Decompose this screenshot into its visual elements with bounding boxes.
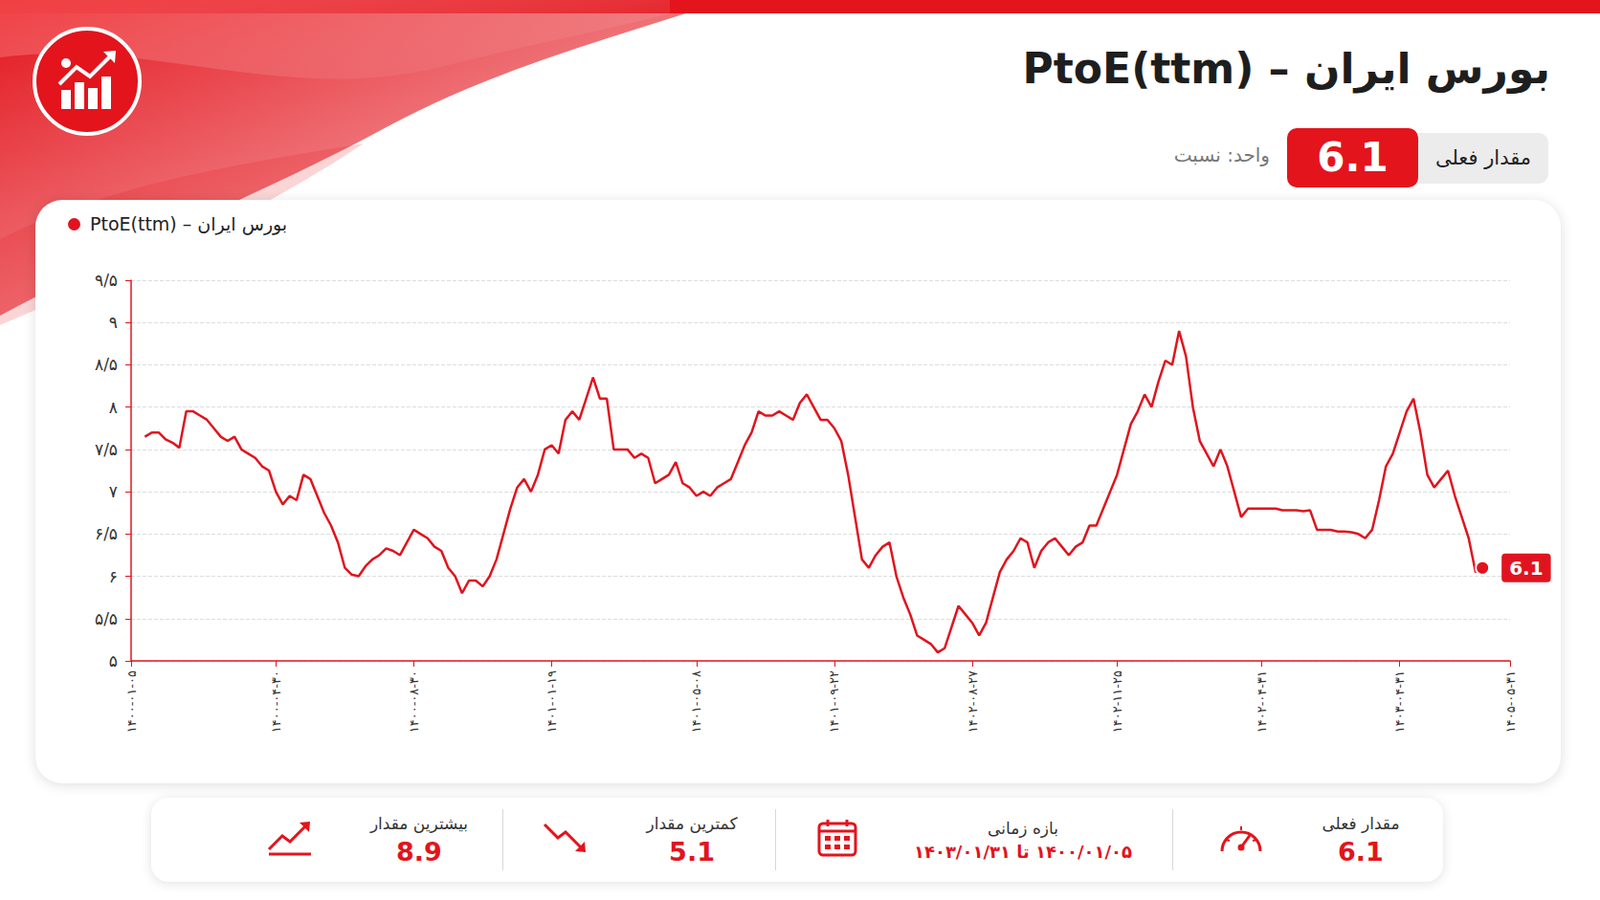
html-text:مقدار فعلی: مقدار فعلی — [1322, 813, 1400, 834]
html-text:8.9: 8.9 — [396, 836, 443, 867]
svg-text:۱۴۰۲-۰۸-۲۷: ۱۴۰۲-۰۸-۲۷ — [965, 670, 980, 734]
html-text:بازه زمانی: بازه زمانی — [987, 818, 1059, 838]
svg-text:6.1: 6.1 — [1509, 556, 1543, 580]
html-text:بیشترین مقدار: بیشترین مقدار — [370, 813, 469, 834]
svg-text:۵: ۵ — [109, 651, 118, 671]
html-text:6.1: 6.1 — [1337, 836, 1384, 867]
svg-text:۱۴۰۱-۰۱-۱۹: ۱۴۰۱-۰۱-۱۹ — [544, 670, 559, 734]
svg-text:۱۴۰۵-۰۵-۳۱: ۱۴۰۵-۰۵-۳۱ — [1503, 670, 1518, 734]
svg-text:۱۴۰۰-۰۸-۳۰: ۱۴۰۰-۰۸-۳۰ — [406, 670, 422, 734]
html-text:بورس ایران – PtoE(ttm): بورس ایران – PtoE(ttm) — [89, 213, 288, 235]
svg-text:۵/۵: ۵/۵ — [94, 609, 118, 629]
svg-text:۹/۵: ۹/۵ — [94, 270, 118, 290]
svg-text:۶/۵: ۶/۵ — [94, 524, 118, 544]
svg-text:۱۴۰۳-۰۴-۳۱: ۱۴۰۳-۰۴-۳۱ — [1392, 670, 1407, 734]
svg-text:۶: ۶ — [109, 567, 118, 587]
svg-text:۱۴۰۰-۰۴-۳۰: ۱۴۰۰-۰۴-۳۰ — [268, 670, 284, 734]
html-text:بورس ایران – PtoE(ttm): بورس ایران – PtoE(ttm) — [1022, 44, 1551, 93]
html-text:واحد: نسبت: واحد: نسبت — [1173, 143, 1270, 167]
svg-text:۷: ۷ — [109, 482, 118, 502]
svg-text:۸/۵: ۸/۵ — [94, 355, 118, 375]
svg-text:۱۴۰۱-۰۵-۰۸: ۱۴۰۱-۰۵-۰۸ — [688, 670, 704, 734]
svg-text:۷/۵: ۷/۵ — [94, 440, 118, 460]
html-text:مقدار فعلی: مقدار فعلی — [1435, 146, 1532, 170]
svg-text:۱۴۰۲-۰۴-۳۱: ۱۴۰۲-۰۴-۳۱ — [1254, 670, 1269, 734]
html-text:6.1: 6.1 — [1317, 133, 1389, 181]
svg-text:۱۴۰۱-۰۹-۲۲: ۱۴۰۱-۰۹-۲۲ — [826, 670, 842, 734]
svg-text:۱۴۰۲-۱۱-۲۵: ۱۴۰۲-۱۱-۲۵ — [1110, 670, 1125, 734]
html-text:۱۴۰۰/۰۱/۰۵ تا ۱۴۰۳/۰۱/۳۱: ۱۴۰۰/۰۱/۰۵ تا ۱۴۰۳/۰۱/۳۱ — [913, 841, 1133, 862]
svg-text:۱۴۰۰-۰۱-۰۵: ۱۴۰۰-۰۱-۰۵ — [124, 670, 139, 734]
html-text:کمترین مقدار: کمترین مقدار — [646, 813, 738, 834]
html-text:5.1: 5.1 — [668, 836, 715, 867]
svg-text:۹: ۹ — [109, 312, 118, 333]
svg-text:۸: ۸ — [109, 398, 118, 418]
